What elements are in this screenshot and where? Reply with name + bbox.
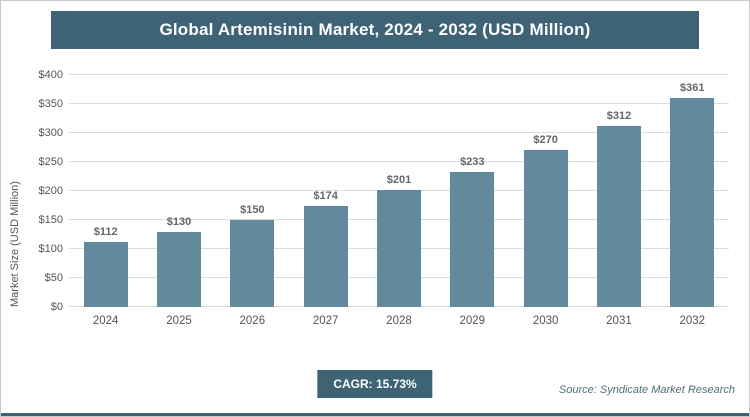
y-tick-label: $150 [38, 214, 63, 226]
cagr-badge: CAGR: 15.73% [317, 370, 433, 398]
bar-column: $150 [216, 75, 289, 307]
bar-value-label: $150 [240, 204, 265, 216]
bar-value-label: $312 [606, 110, 632, 123]
y-axis-ticks: $0 $50 $100 $150 $200 $250 $300 $350 $400 [23, 69, 63, 313]
source-text: Source: Syndicate Market Research [558, 384, 735, 396]
bar [523, 150, 568, 307]
bar-value-label: $270 [533, 134, 558, 147]
y-tick-label: $0 [50, 301, 63, 313]
y-tick-label: $50 [44, 272, 63, 284]
x-tick-label: 2030 [532, 315, 559, 327]
x-tick-label: 2027 [312, 315, 339, 327]
y-tick-label: $350 [38, 98, 63, 110]
bar [376, 190, 421, 307]
bar-value-label: $233 [460, 155, 485, 168]
y-axis-title: Market Size (USD Million) [9, 181, 21, 307]
bar-column: $312 [582, 75, 655, 307]
bars-row: $112 $130 $150 $174 $201 $233 $270 $312 $361 [69, 75, 729, 307]
gridline [69, 74, 729, 75]
bar [230, 220, 275, 307]
x-axis-ticks: 2024 2025 2026 2027 2028 2029 2030 2031 2032 [69, 315, 729, 327]
y-tick-label: $400 [38, 69, 63, 81]
bar-column: $130 [142, 75, 215, 307]
bar-column: $201 [362, 75, 435, 307]
bar-value-label: $174 [313, 190, 338, 203]
bar-column: $361 [656, 75, 729, 307]
bar-column: $174 [289, 75, 362, 307]
bar [450, 171, 495, 307]
bar [303, 206, 348, 307]
x-tick-label: 2024 [92, 315, 119, 327]
gridline [69, 103, 729, 104]
x-tick-label: 2032 [679, 315, 706, 327]
bar-column: $233 [436, 75, 509, 307]
x-tick-label: 2031 [606, 315, 632, 327]
y-tick-label: $250 [38, 156, 63, 168]
chart-title: Global Artemisinin Market, 2024 - 2032 (… [51, 11, 699, 49]
bar-value-label: $130 [166, 215, 192, 228]
bottom-accent-rule [1, 413, 749, 416]
bar-column: $112 [69, 75, 142, 307]
bar-value-label: $361 [680, 81, 705, 94]
x-tick-label: 2028 [386, 315, 412, 327]
x-tick-label: 2026 [239, 315, 266, 327]
bar-value-label: $112 [93, 226, 118, 239]
chart-region: Market Size (USD Million) $0 $50 $100 $150 $… [1, 69, 749, 345]
bar [83, 242, 128, 307]
bar [670, 97, 715, 307]
y-tick-label: $200 [38, 185, 63, 197]
x-tick-label: 2029 [459, 315, 486, 327]
x-tick-label: 2025 [166, 315, 192, 327]
plot-area: $112 $130 $150 $174 $201 $233 $270 $312 $361 [69, 74, 729, 307]
bar-column: $270 [509, 75, 582, 307]
gridline [69, 161, 729, 162]
y-tick-label: $300 [38, 127, 63, 139]
plot-wrap: $0 $50 $100 $150 $200 $250 $300 $350 $400 $112 $1… [39, 69, 729, 327]
gridline [69, 132, 729, 133]
bar-value-label: $201 [386, 174, 412, 187]
bar [596, 126, 641, 307]
y-tick-label: $100 [38, 243, 63, 255]
bar [156, 231, 201, 307]
